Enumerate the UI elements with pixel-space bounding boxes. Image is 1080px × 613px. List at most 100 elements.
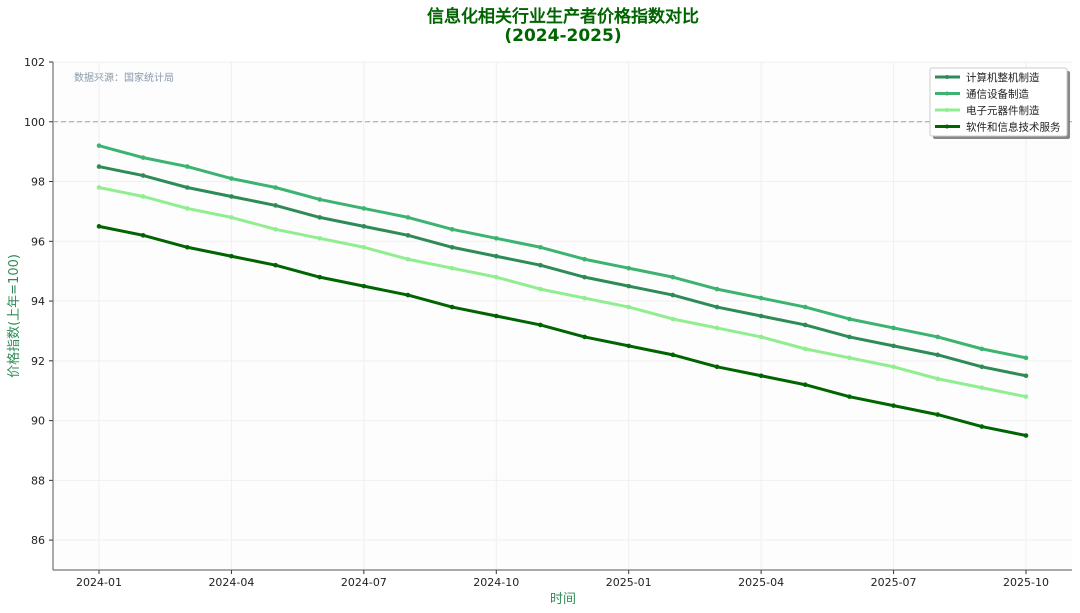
data-point <box>140 155 146 160</box>
data-point <box>979 385 985 391</box>
y-tick-label: 86 <box>31 534 45 547</box>
series-line-3 <box>98 186 1027 399</box>
data-point <box>449 304 455 310</box>
data-point <box>538 286 543 292</box>
x-tick-label: 2024-01 <box>76 576 122 589</box>
data-point <box>1023 394 1029 399</box>
data-point <box>802 382 808 388</box>
y-tick-label: 102 <box>24 56 45 69</box>
y-tick-label: 96 <box>31 235 45 248</box>
y-tick-label: 88 <box>31 474 45 487</box>
chart-subtitle: (2024-2025) <box>504 26 621 46</box>
data-point <box>184 185 190 190</box>
y-tick-label: 92 <box>31 355 45 368</box>
data-point <box>184 244 190 250</box>
data-point <box>229 253 234 259</box>
data-point <box>626 283 632 289</box>
data-point <box>140 194 146 199</box>
x-tick-label: 2025-10 <box>1003 576 1049 589</box>
data-point <box>582 295 587 301</box>
data-point <box>140 233 146 238</box>
data-point <box>802 346 808 352</box>
data-point <box>317 236 323 241</box>
data-point <box>317 274 323 280</box>
data-point <box>273 185 278 190</box>
legend-marker <box>945 75 949 79</box>
data-point <box>317 197 323 202</box>
data-point <box>802 304 808 310</box>
data-point <box>229 176 234 181</box>
legend-marker <box>945 124 949 129</box>
data-point <box>96 185 102 190</box>
data-point <box>361 283 367 289</box>
data-point <box>1023 373 1029 379</box>
data-point <box>979 424 985 429</box>
data-point <box>96 224 102 229</box>
data-point <box>361 224 367 229</box>
data-point <box>891 325 896 331</box>
x-tick-label: 2024-07 <box>341 576 387 589</box>
data-point <box>935 334 941 340</box>
data-point <box>714 286 720 292</box>
legend-label: 通信设备制造 <box>966 88 1029 101</box>
data-point <box>96 164 102 169</box>
y-axis-label: 价格指数(上年=100) <box>6 254 22 378</box>
data-point <box>582 256 587 262</box>
data-point <box>935 412 941 417</box>
legend-label: 软件和信息技术服务 <box>966 121 1061 134</box>
data-point <box>847 316 852 322</box>
series-line-1 <box>98 165 1027 378</box>
data-point <box>758 295 764 301</box>
data-point <box>979 364 985 370</box>
data-point <box>802 322 808 328</box>
legend-box <box>929 67 1068 137</box>
x-tick-label: 2025-07 <box>871 576 917 589</box>
data-point <box>626 343 632 349</box>
legend-marker <box>945 91 949 96</box>
data-point <box>1023 433 1029 438</box>
data-point <box>405 215 411 220</box>
data-point <box>847 355 852 361</box>
data-point <box>670 316 676 322</box>
data-point <box>273 262 278 268</box>
data-point <box>96 143 102 148</box>
y-tick-label: 98 <box>31 176 45 189</box>
data-point <box>493 236 499 241</box>
x-axis-label: 时间 <box>550 592 576 607</box>
data-point <box>714 325 720 331</box>
data-point <box>847 334 852 340</box>
legend-label: 电子元器件制造 <box>966 104 1040 117</box>
data-point <box>538 262 543 268</box>
y-tick-label: 100 <box>24 116 45 129</box>
x-tick-label: 2025-04 <box>738 576 784 589</box>
data-point <box>758 334 764 340</box>
data-point <box>935 352 941 358</box>
series-line-2 <box>98 144 1027 360</box>
data-point <box>538 244 543 250</box>
data-point <box>405 292 411 298</box>
series-line-4 <box>98 224 1027 437</box>
data-point <box>361 206 367 211</box>
data-point <box>449 227 455 232</box>
data-point <box>140 173 146 178</box>
data-point <box>979 346 985 352</box>
data-point <box>229 215 234 220</box>
legend-marker <box>945 108 949 112</box>
data-point <box>891 364 896 370</box>
chart-title: 信息化相关行业生产者价格指数对比 <box>427 6 699 27</box>
data-point <box>317 215 323 220</box>
x-tick-label: 2024-04 <box>208 576 254 589</box>
data-point <box>493 313 499 319</box>
data-point <box>758 373 764 379</box>
data-point <box>626 304 632 310</box>
data-point <box>361 244 367 250</box>
data-point <box>405 233 411 238</box>
data-point <box>405 256 411 262</box>
legend-label: 计算机整机制造 <box>966 71 1040 84</box>
data-point <box>670 274 676 280</box>
x-tick-label: 2024-10 <box>473 576 519 589</box>
data-point <box>273 203 278 208</box>
